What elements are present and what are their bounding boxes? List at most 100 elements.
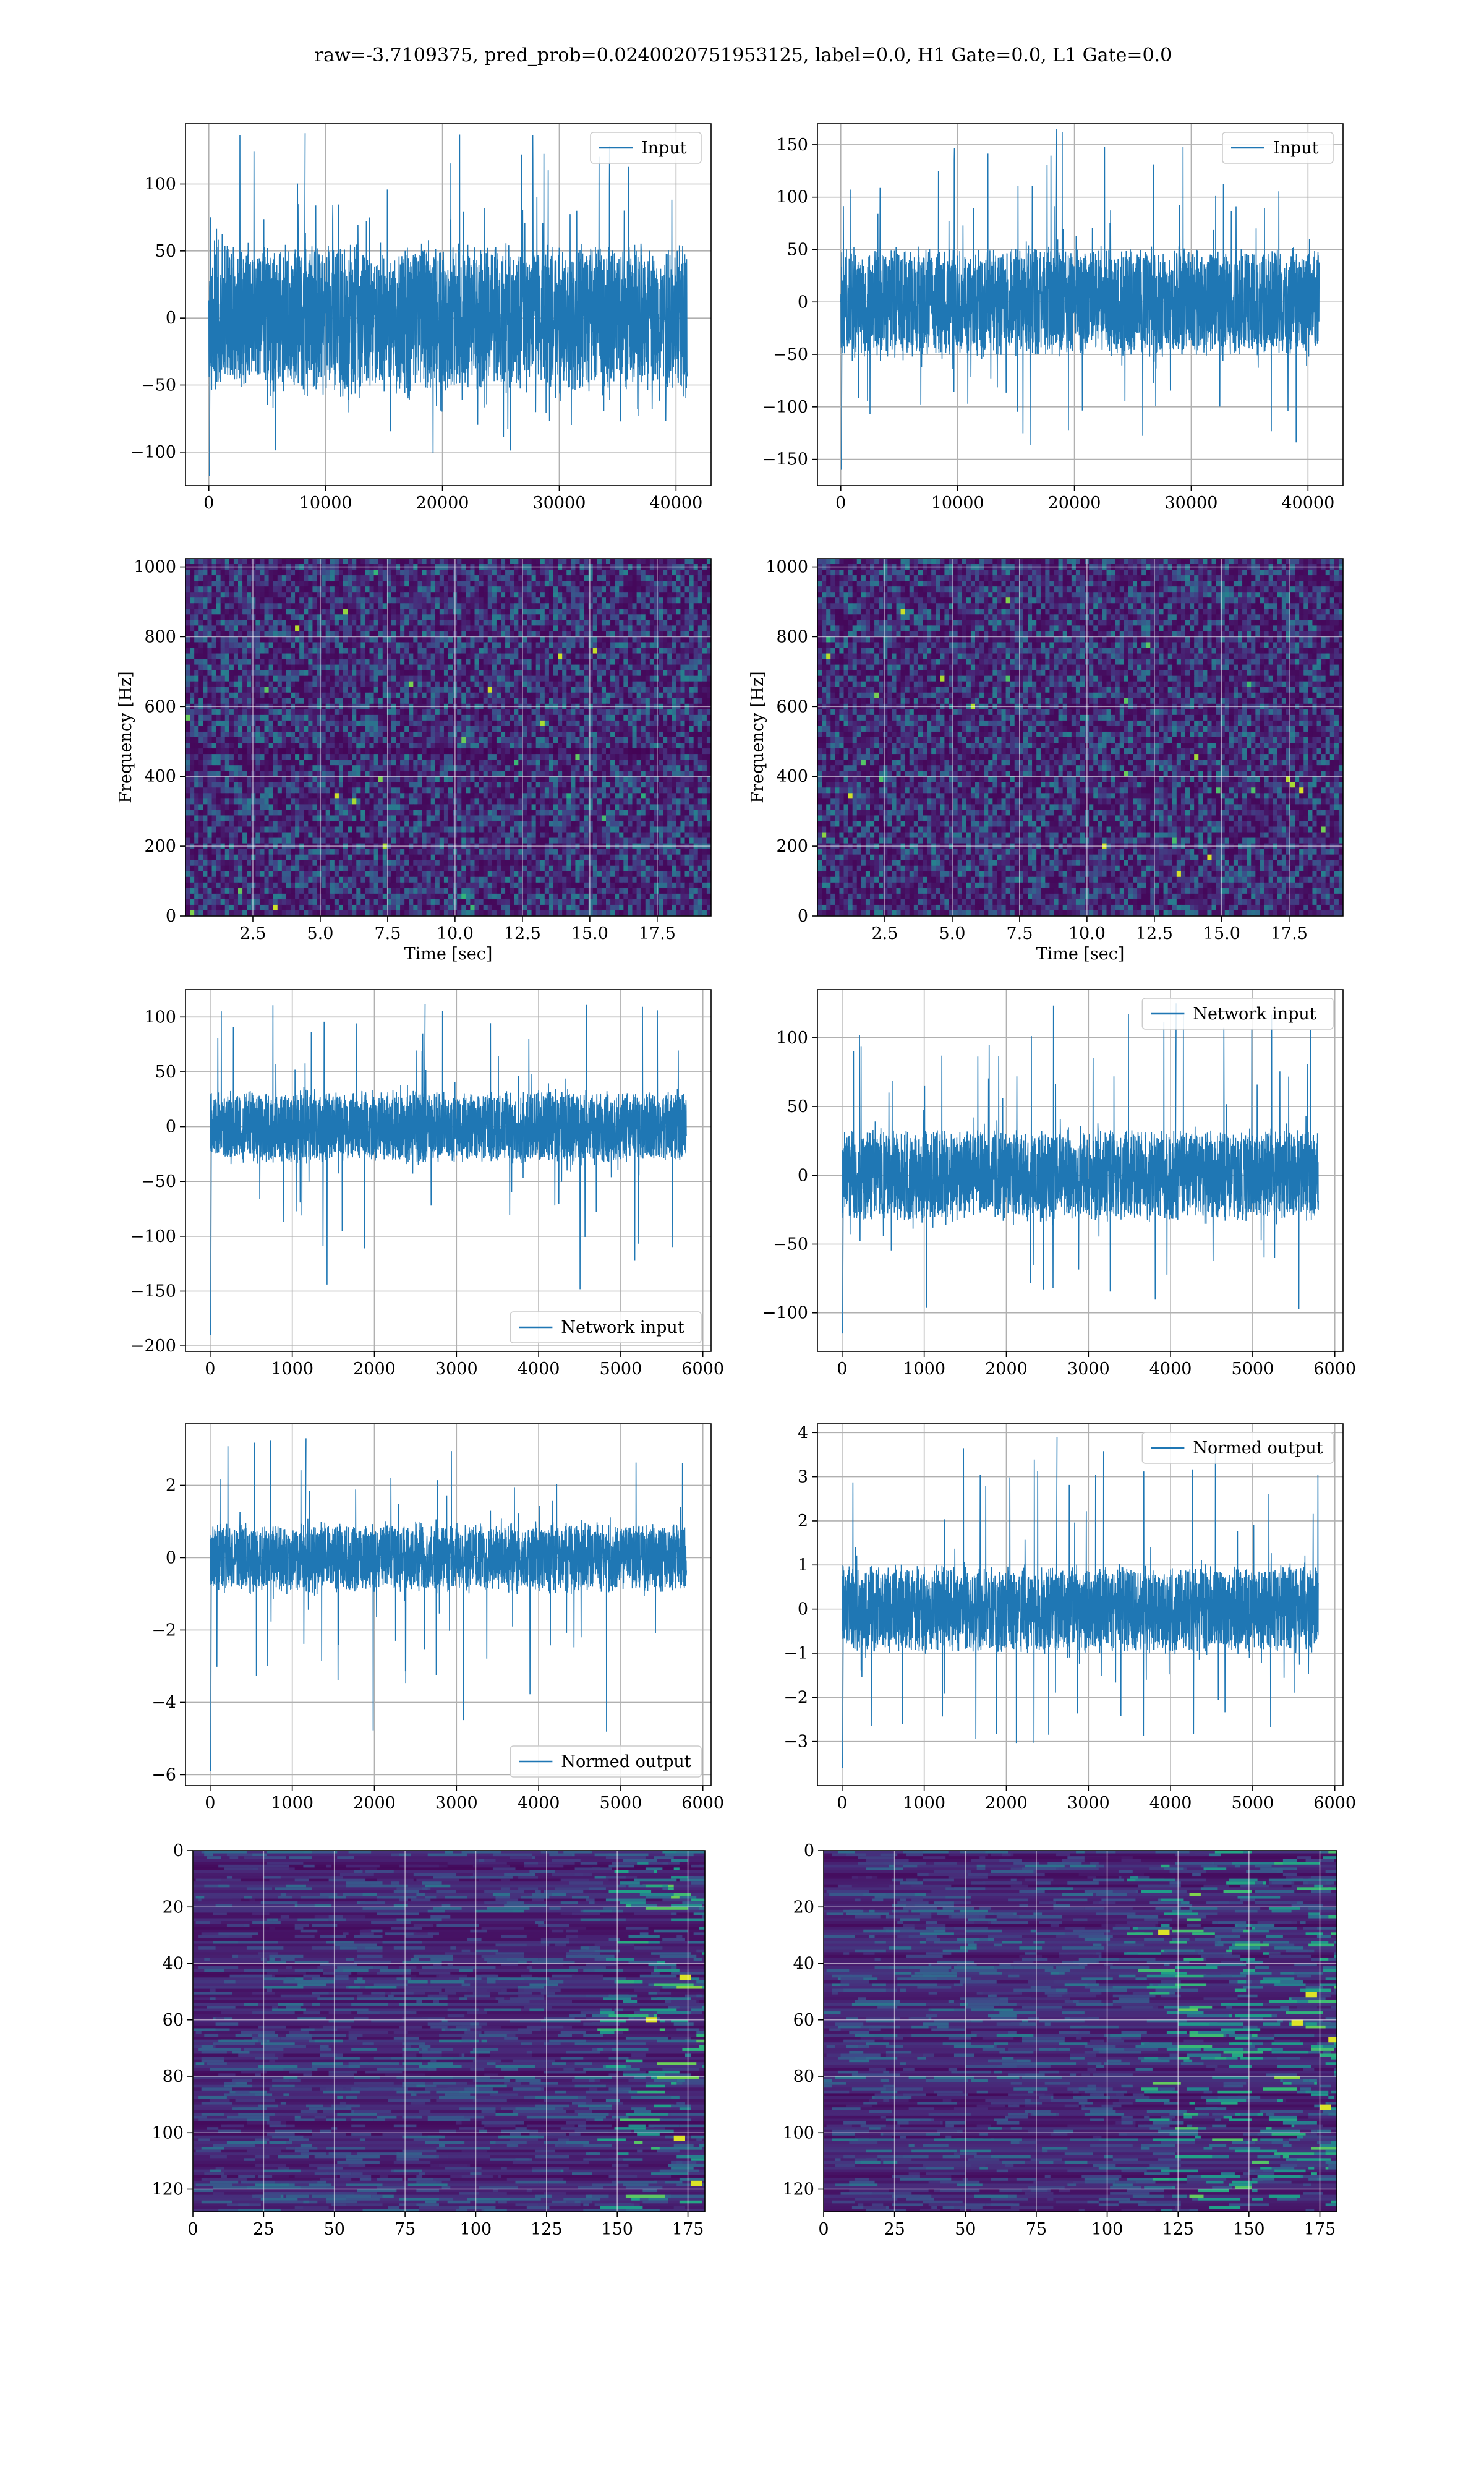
x-tick-label: 150 bbox=[601, 2220, 633, 2239]
y-tick-label: 100 bbox=[151, 2123, 184, 2142]
y-tick-label: 800 bbox=[776, 627, 808, 646]
x-tick-label: 3000 bbox=[1067, 1359, 1110, 1379]
series-line-normed-output bbox=[842, 1437, 1319, 1768]
legend-box bbox=[1141, 998, 1334, 1030]
x-tick-label: 12.5 bbox=[504, 924, 541, 943]
axes-frame bbox=[817, 989, 1344, 1352]
x-tick-label: 1000 bbox=[271, 1359, 313, 1379]
x-tick-label: 125 bbox=[1162, 2220, 1194, 2239]
y-tick-label: −200 bbox=[130, 1337, 176, 1356]
x-tick-label: 2000 bbox=[985, 1794, 1028, 1813]
series-line-normed-output bbox=[210, 1438, 687, 1771]
y-axis-label: Frequency [Hz] bbox=[748, 671, 767, 803]
x-tick-label: 1000 bbox=[903, 1794, 945, 1813]
y-tick-label: 100 bbox=[776, 1029, 808, 1048]
x-tick-label: 150 bbox=[1233, 2220, 1265, 2239]
x-axis-label: Time [sec] bbox=[404, 944, 493, 964]
y-tick-label: −50 bbox=[773, 345, 808, 364]
x-tick-label: 3000 bbox=[435, 1359, 478, 1379]
y-tick-label: 0 bbox=[166, 1548, 176, 1567]
axes-frame bbox=[185, 989, 712, 1352]
x-tick-label: 5000 bbox=[1232, 1359, 1274, 1379]
y-tick-label: 1 bbox=[798, 1556, 808, 1575]
y-tick-label: 4 bbox=[798, 1423, 808, 1442]
panel-p52: 0 25 50 75 100 125 150 175 0 20 40 60 80 100 120 bbox=[782, 1841, 1337, 2239]
x-tick-label: 12.5 bbox=[1136, 924, 1173, 943]
legend-box bbox=[510, 1745, 702, 1778]
axes-frame bbox=[817, 558, 1344, 917]
x-tick-label: 100 bbox=[460, 2220, 492, 2239]
x-tick-label: 40000 bbox=[649, 494, 702, 513]
y-tick-label: −2 bbox=[151, 1620, 176, 1640]
y-tick-label: 2 bbox=[166, 1476, 176, 1495]
axes-frame bbox=[185, 558, 712, 917]
axes-frame bbox=[823, 1850, 1337, 2212]
legend: Input bbox=[1222, 132, 1334, 164]
x-tick-label: 10000 bbox=[931, 494, 984, 513]
x-tick-label: 2.5 bbox=[239, 924, 266, 943]
x-tick-label: 0 bbox=[835, 494, 846, 513]
x-tick-label: 20000 bbox=[416, 494, 469, 513]
y-tick-label: −100 bbox=[130, 443, 176, 462]
y-tick-label: −4 bbox=[151, 1693, 176, 1712]
x-tick-label: 10000 bbox=[299, 494, 352, 513]
legend-label: Input bbox=[641, 139, 687, 158]
x-tick-label: 3000 bbox=[435, 1794, 478, 1813]
y-tick-label: 800 bbox=[144, 627, 176, 646]
series-line-input bbox=[840, 129, 1320, 470]
y-tick-label: 600 bbox=[776, 697, 808, 716]
y-tick-label: 100 bbox=[144, 1008, 176, 1027]
y-tick-label: 80 bbox=[793, 2067, 814, 2086]
x-tick-label: 6000 bbox=[1313, 1359, 1356, 1379]
x-tick-label: 25 bbox=[253, 2220, 274, 2239]
panel-p32: 0 1000 2000 3000 4000 5000 6000 −100 −50 0 50 100 Ne… bbox=[762, 989, 1356, 1379]
axes-frame bbox=[817, 1423, 1344, 1786]
y-tick-label: −3 bbox=[783, 1732, 808, 1752]
y-tick-label: −150 bbox=[130, 1282, 176, 1301]
x-tick-label: 50 bbox=[324, 2220, 345, 2239]
y-tick-label: −6 bbox=[151, 1765, 176, 1784]
x-tick-label: 5000 bbox=[600, 1359, 642, 1379]
panel-p42: 0 1000 2000 3000 4000 5000 6000 −3 −2 −1 0 1 2 3 4 Norm… bbox=[783, 1423, 1356, 1813]
x-tick-label: 6000 bbox=[681, 1794, 724, 1813]
panel-p41: 0 1000 2000 3000 4000 5000 6000 −6 −4 −2 0 2 Normed … bbox=[151, 1423, 724, 1813]
x-tick-label: 15.0 bbox=[1203, 924, 1240, 943]
x-tick-label: 2000 bbox=[353, 1794, 396, 1813]
x-tick-label: 1000 bbox=[271, 1794, 313, 1813]
y-tick-label: 3 bbox=[798, 1468, 808, 1487]
y-tick-label: 0 bbox=[798, 293, 808, 312]
heatmap-image bbox=[817, 559, 1343, 916]
legend: Normed output bbox=[510, 1745, 702, 1778]
series-line-network-input bbox=[210, 1003, 687, 1335]
x-tick-label: 0 bbox=[205, 1359, 215, 1379]
y-tick-label: 0 bbox=[798, 1600, 808, 1619]
x-tick-label: 6000 bbox=[1313, 1794, 1356, 1813]
y-tick-label: −50 bbox=[773, 1235, 808, 1254]
y-tick-label: 0 bbox=[804, 1841, 814, 1860]
y-tick-label: −1 bbox=[783, 1644, 808, 1663]
y-tick-label: 0 bbox=[798, 907, 808, 926]
y-tick-label: 50 bbox=[787, 1097, 808, 1116]
y-tick-label: 20 bbox=[793, 1898, 814, 1917]
axes-frame bbox=[185, 123, 712, 486]
y-tick-label: 150 bbox=[776, 135, 808, 155]
y-tick-label: −50 bbox=[141, 1172, 176, 1191]
figure-title: raw=-3.7109375, pred_prob=0.024002075195… bbox=[315, 45, 1172, 66]
x-tick-label: 1000 bbox=[903, 1359, 945, 1379]
x-tick-label: 2.5 bbox=[871, 924, 898, 943]
x-tick-label: 30000 bbox=[532, 494, 586, 513]
y-tick-label: −100 bbox=[762, 398, 808, 417]
x-tick-label: 75 bbox=[394, 2220, 416, 2239]
panel-p51: 0 25 50 75 100 125 150 175 0 20 40 60 80 100 120 bbox=[151, 1841, 706, 2239]
series-line-input bbox=[208, 133, 688, 476]
y-tick-label: 2 bbox=[798, 1512, 808, 1531]
x-tick-label: 100 bbox=[1091, 2220, 1124, 2239]
x-tick-label: 5000 bbox=[600, 1794, 642, 1813]
legend-box bbox=[590, 132, 702, 164]
x-tick-label: 6000 bbox=[681, 1359, 724, 1379]
panel-p21: 2.5 5.0 7.5 10.0 12.5 15.0 17.5 0 200 400 600 800 10… bbox=[116, 558, 712, 964]
y-tick-label: −2 bbox=[783, 1688, 808, 1707]
x-tick-label: 0 bbox=[205, 1794, 215, 1813]
x-tick-label: 0 bbox=[187, 2220, 198, 2239]
x-tick-label: 0 bbox=[837, 1359, 847, 1379]
